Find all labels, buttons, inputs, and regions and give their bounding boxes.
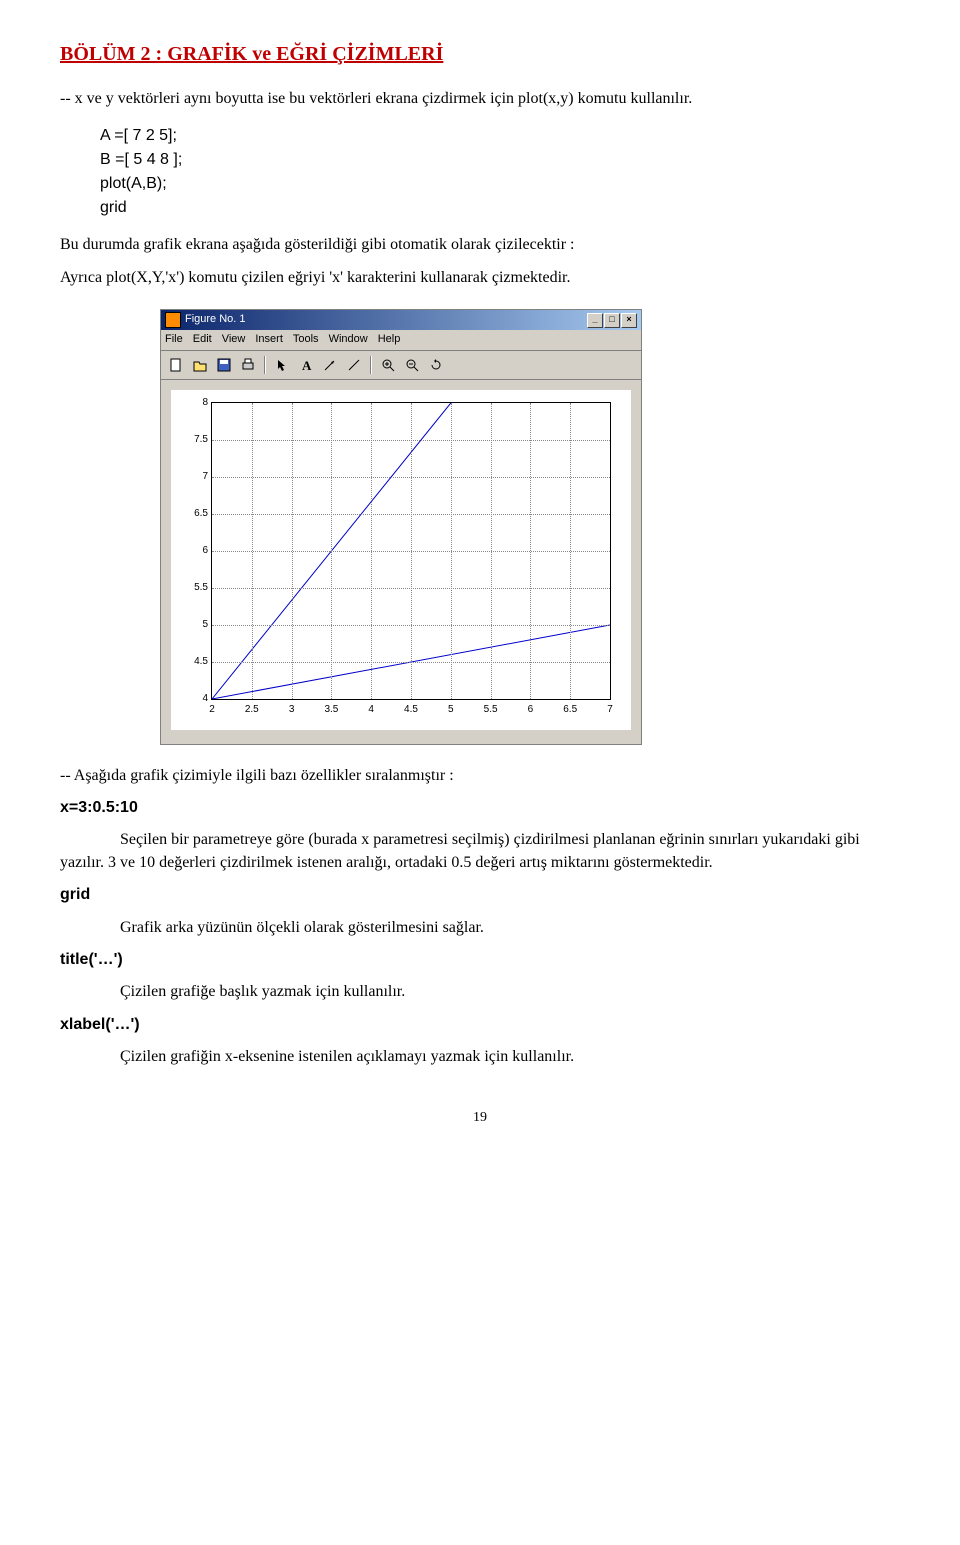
ytick-label: 7.5	[180, 433, 208, 447]
xtick-label: 5	[448, 703, 454, 717]
xtick-label: 5.5	[484, 703, 498, 717]
def-xlabel: xlabel('…')	[60, 1014, 900, 1036]
page-number: 19	[60, 1108, 900, 1128]
text-icon[interactable]: A	[295, 354, 317, 376]
menu-view[interactable]: View	[222, 332, 246, 347]
xtick-label: 2	[209, 703, 215, 717]
xtick-label: 7	[607, 703, 613, 717]
ytick-label: 5.5	[180, 581, 208, 595]
arrow-icon[interactable]	[271, 354, 293, 376]
ytick-label: 4.5	[180, 655, 208, 669]
new-icon[interactable]	[165, 354, 187, 376]
minimize-button[interactable]: _	[587, 313, 603, 328]
menu-tools[interactable]: Tools	[293, 332, 319, 347]
rotate-icon[interactable]	[425, 354, 447, 376]
figure-window: Figure No. 1 _ □ × File Edit View Insert…	[160, 309, 642, 744]
def-xrange: x=3:0.5:10	[60, 797, 900, 819]
xtick-label: 3.5	[324, 703, 338, 717]
plot-area: 2 2.5 3 3.5 4 4.5 5 5.5 6 6.5 7 4 4.5 5 5.5 6 6.5 7 7.5 8	[171, 390, 631, 730]
def-xlabel-text: Çizilen grafiğin x-eksenine istenilen aç…	[120, 1046, 900, 1068]
line-icon[interactable]	[343, 354, 365, 376]
save-icon[interactable]	[213, 354, 235, 376]
ytick-label: 6.5	[180, 507, 208, 521]
def-grid: grid	[60, 884, 900, 906]
para3: -- Aşağıda grafik çizimiyle ilgili bazı …	[60, 765, 900, 787]
ytick-label: 5	[180, 618, 208, 632]
menu-help[interactable]: Help	[378, 332, 401, 347]
code-line: B =[ 5 4 8 ];	[100, 148, 900, 172]
menu-window[interactable]: Window	[329, 332, 368, 347]
figure-title: Figure No. 1	[185, 312, 246, 327]
def-grid-text: Grafik arka yüzünün ölçekli olarak göste…	[120, 917, 900, 939]
line-arrow-icon[interactable]	[319, 354, 341, 376]
print-icon[interactable]	[237, 354, 259, 376]
ytick-label: 8	[180, 396, 208, 410]
figure-titlebar[interactable]: Figure No. 1 _ □ ×	[161, 310, 641, 330]
para2: Ayrıca plot(X,Y,'x') komutu çizilen eğri…	[60, 267, 900, 289]
matlab-icon	[165, 312, 181, 328]
code-line: plot(A,B);	[100, 172, 900, 196]
open-icon[interactable]	[189, 354, 211, 376]
xtick-label: 6.5	[563, 703, 577, 717]
close-button[interactable]: ×	[621, 313, 637, 328]
axes: 22.533.544.555.566.5744.555.566.577.58	[211, 402, 611, 700]
intro-text: -- x ve y vektörleri aynı boyutta ise bu…	[60, 88, 900, 110]
figure-menubar: File Edit View Insert Tools Window Help	[161, 330, 641, 349]
zoom-in-icon[interactable]	[377, 354, 399, 376]
xtick-label: 6	[528, 703, 534, 717]
menu-file[interactable]: File	[165, 332, 183, 347]
figure-toolbar: A	[161, 350, 641, 380]
menu-edit[interactable]: Edit	[193, 332, 212, 347]
code-block: A =[ 7 2 5]; B =[ 5 4 8 ]; plot(A,B); gr…	[100, 124, 900, 220]
xtick-label: 4	[368, 703, 374, 717]
menu-insert[interactable]: Insert	[255, 332, 283, 347]
code-line: grid	[100, 196, 900, 220]
ytick-label: 7	[180, 470, 208, 484]
ytick-label: 4	[180, 692, 208, 706]
svg-text:A: A	[302, 358, 312, 372]
def-xrange-text: Seçilen bir parametreye göre (burada x p…	[60, 829, 900, 874]
xtick-label: 4.5	[404, 703, 418, 717]
ytick-label: 6	[180, 544, 208, 558]
code-line: A =[ 7 2 5];	[100, 124, 900, 148]
section-title: BÖLÜM 2 : GRAFİK ve EĞRİ ÇİZİMLERİ	[60, 40, 900, 68]
xtick-label: 2.5	[245, 703, 259, 717]
def-title: title('…')	[60, 949, 900, 971]
def-title-text: Çizilen grafiğe başlık yazmak için kulla…	[120, 981, 900, 1003]
zoom-out-icon[interactable]	[401, 354, 423, 376]
xtick-label: 3	[289, 703, 295, 717]
maximize-button[interactable]: □	[604, 313, 620, 328]
para1: Bu durumda grafik ekrana aşağıda gösteri…	[60, 234, 900, 256]
